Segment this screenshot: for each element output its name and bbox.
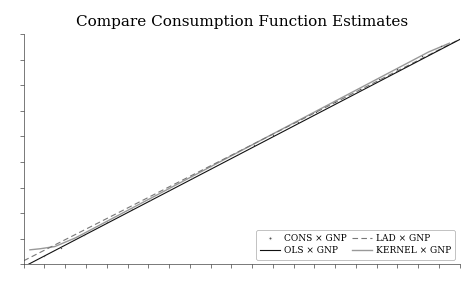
Point bbox=[294, 120, 301, 124]
Point bbox=[207, 166, 214, 170]
Legend: CONS × GNP, OLS × GNP, LAD × GNP, KERNEL × GNP: CONS × GNP, OLS × GNP, LAD × GNP, KERNEL… bbox=[256, 230, 455, 259]
Point bbox=[80, 232, 88, 237]
Point bbox=[103, 220, 110, 225]
Point bbox=[128, 207, 136, 212]
Point bbox=[41, 254, 48, 259]
Point bbox=[165, 187, 173, 192]
Point bbox=[419, 54, 426, 59]
Point bbox=[234, 151, 241, 156]
Point bbox=[375, 77, 383, 82]
Point bbox=[146, 197, 154, 202]
Point bbox=[356, 87, 364, 91]
Point bbox=[269, 133, 277, 137]
Point bbox=[188, 175, 196, 180]
Title: Compare Consumption Function Estimates: Compare Consumption Function Estimates bbox=[76, 15, 408, 29]
Point bbox=[313, 110, 320, 114]
Point bbox=[57, 245, 65, 250]
Point bbox=[250, 143, 258, 147]
Point bbox=[331, 100, 339, 104]
Point bbox=[438, 44, 445, 49]
Point bbox=[394, 67, 401, 72]
